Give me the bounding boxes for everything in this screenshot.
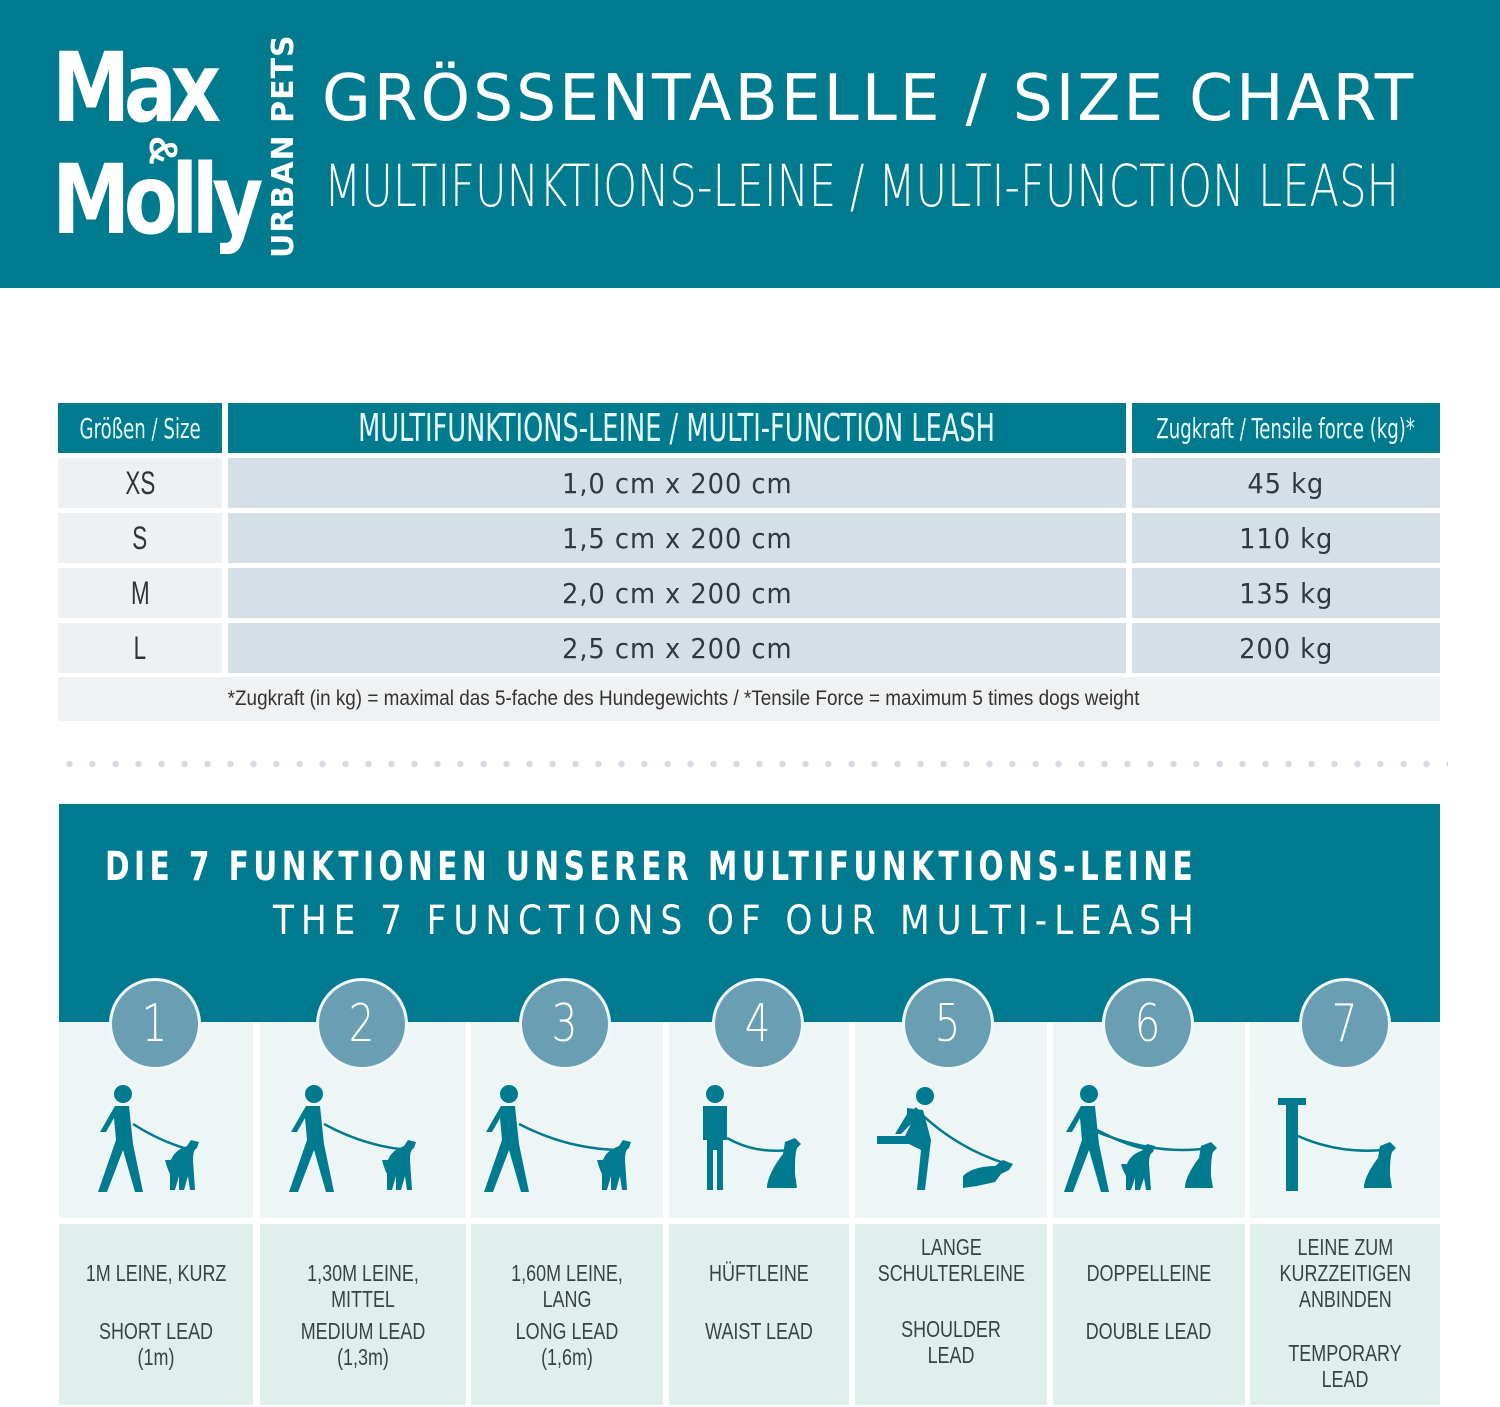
person-running-shoulder-leash-dog-icon <box>877 1087 1013 1190</box>
function-label-de: LANGE SCHULTERLEINE <box>877 1234 1025 1286</box>
function-label-de: DOPPELLEINE <box>1086 1260 1212 1286</box>
person-walking-dog-medium-leash-icon <box>289 1085 416 1192</box>
logo-max: Max <box>52 32 221 144</box>
dimensions-cell: 1,0 cm x 200 cm <box>228 458 1126 508</box>
function-label-panel: DOPPELLEINE DOUBLE LEAD <box>1053 1224 1245 1405</box>
brand-logo: Max & Molly URBAN PETS <box>52 32 302 260</box>
function-number-badge: 2 <box>316 978 408 1070</box>
table-footnote: *Zugkraft (in kg) = maximal das 5-fache … <box>58 677 1440 721</box>
function-label-panel: 1M LEINE, KURZ SHORT LEAD (1m) <box>59 1224 253 1405</box>
table-header-row: Größen / Size MULTIFUNKTIONS-LEINE / MUL… <box>58 403 1440 453</box>
table-row: M 2,0 cm x 200 cm 135 kg <box>58 568 1440 618</box>
person-walking-dog-short-leash-icon <box>98 1085 199 1192</box>
function-number-badge: 1 <box>109 978 201 1070</box>
function-label-en: MEDIUM LEAD (1,3m) <box>300 1318 426 1370</box>
size-cell: L <box>58 623 222 673</box>
dimensions-cell: 2,0 cm x 200 cm <box>228 568 1126 618</box>
size-cell: S <box>58 513 222 563</box>
function-number-badge: 6 <box>1102 978 1194 1070</box>
column-header-tensile: Zugkraft / Tensile force (kg)* <box>1132 403 1440 453</box>
function-label-panel: 1,60M LEINE, LANG LONG LEAD (1,6m) <box>471 1224 663 1405</box>
function-label-en: SHOULDER LEAD <box>901 1316 1001 1368</box>
function-label-en: WAIST LEAD <box>705 1318 813 1344</box>
tensile-cell: 135 kg <box>1132 568 1440 618</box>
function-label-en: DOUBLE LEAD <box>1086 1318 1212 1344</box>
table-row: S 1,5 cm x 200 cm 110 kg <box>58 513 1440 563</box>
column-header-size: Größen / Size <box>58 403 222 453</box>
function-label-panel: LANGE SCHULTERLEINE SHOULDER LEAD <box>855 1224 1047 1405</box>
dotted-divider <box>58 760 1448 768</box>
function-label-en: TEMPORARY LEAD <box>1288 1340 1402 1392</box>
functions-title-de: DIE 7 FUNKTIONEN UNSERER MULTIFUNKTIONS-… <box>105 844 1198 890</box>
header-banner: Max & Molly URBAN PETS GRÖSSENTABELLE / … <box>0 0 1500 288</box>
functions-panel: DIE 7 FUNKTIONEN UNSERER MULTIFUNKTIONS-… <box>59 804 1440 1407</box>
page-subtitle: MULTIFUNKTIONS-LEINE / MULTI-FUNCTION LE… <box>324 152 1400 220</box>
person-walking-two-dogs-icon <box>1064 1085 1217 1192</box>
size-cell: XS <box>58 458 222 508</box>
logo-molly: Molly <box>52 144 263 256</box>
function-number-badge: 7 <box>1299 978 1391 1070</box>
function-label-de: HÜFTLEINE <box>709 1260 809 1286</box>
functions-header: DIE 7 FUNKTIONEN UNSERER MULTIFUNKTIONS-… <box>59 804 1440 1022</box>
table-row: L 2,5 cm x 200 cm 200 kg <box>58 623 1440 673</box>
function-label-panel: LEINE ZUM KURZZEITIGEN ANBINDEN TEMPORAR… <box>1250 1224 1440 1405</box>
tensile-cell: 200 kg <box>1132 623 1440 673</box>
function-number-badge: 4 <box>712 978 804 1070</box>
function-number-badge: 3 <box>519 978 611 1070</box>
functions-title-en: THE 7 FUNCTIONS OF OUR MULTI-LEASH <box>273 898 1201 944</box>
tensile-cell: 110 kg <box>1132 513 1440 563</box>
logo-tagline: URBAN PETS <box>266 34 301 258</box>
size-cell: M <box>58 568 222 618</box>
dimensions-cell: 2,5 cm x 200 cm <box>228 623 1126 673</box>
post-tied-dog-icon <box>1278 1098 1396 1191</box>
function-label-de: 1M LEINE, KURZ <box>85 1260 227 1286</box>
function-label-en: SHORT LEAD (1m) <box>98 1318 214 1370</box>
table-row: XS 1,0 cm x 200 cm 45 kg <box>58 458 1440 508</box>
page-title: GRÖSSENTABELLE / SIZE CHART <box>322 62 1417 136</box>
function-number-badge: 5 <box>902 978 994 1070</box>
tensile-cell: 45 kg <box>1132 458 1440 508</box>
person-walking-dog-long-leash-icon <box>484 1085 631 1192</box>
function-label-panel: HÜFTLEINE WAIST LEAD <box>669 1224 849 1405</box>
function-label-panel: 1,30M LEINE, MITTEL MEDIUM LEAD (1,3m) <box>260 1224 466 1405</box>
person-waist-leash-sitting-dog-icon <box>703 1085 801 1190</box>
function-label-de: LEINE ZUM KURZZEITIGEN ANBINDEN <box>1279 1234 1411 1312</box>
function-label-en: LONG LEAD (1,6m) <box>515 1318 619 1370</box>
function-label-de: 1,60M LEINE, LANG <box>511 1260 623 1312</box>
dimensions-cell: 1,5 cm x 200 cm <box>228 513 1126 563</box>
function-label-de: 1,30M LEINE, MITTEL <box>307 1260 419 1312</box>
column-header-leash: MULTIFUNKTIONS-LEINE / MULTI-FUNCTION LE… <box>228 403 1126 453</box>
